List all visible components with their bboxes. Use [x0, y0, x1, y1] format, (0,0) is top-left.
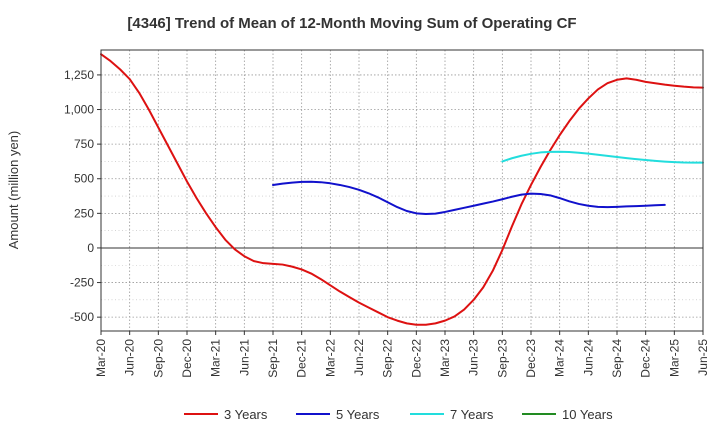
y-tick-label: 500 — [74, 172, 94, 186]
x-tick-label: Dec-22 — [409, 339, 423, 378]
x-tick-label: Jun-24 — [581, 339, 595, 376]
series-line-3-years — [100, 53, 704, 326]
y-tick-label: 0 — [87, 241, 94, 255]
x-tick-label: Jun-20 — [123, 339, 137, 376]
series-line-7-years — [501, 150, 704, 164]
x-tick-label: Mar-20 — [94, 339, 108, 377]
x-tick-label: Mar-21 — [209, 339, 223, 377]
x-tick-label: Dec-21 — [295, 339, 309, 378]
legend-label-3-years: 3 Years — [224, 407, 268, 422]
legend-label-5-years: 5 Years — [336, 407, 380, 422]
x-tick-label: Mar-25 — [667, 339, 681, 377]
legend: 3 Years 5 Years 7 Years 10 Years — [184, 407, 613, 422]
y-tick-label: 250 — [74, 206, 94, 220]
x-tick-label: Mar-22 — [323, 339, 337, 377]
x-axis-ticks: Mar-20 Jun-20 Sep-20 Dec-20 Mar-21 Jun-21 Sep-… — [94, 331, 710, 378]
y-tick-label: 1,000 — [64, 103, 94, 117]
y-axis-ticks: -500 -250 0 250 500 750 1,000 1,250 — [64, 68, 101, 324]
legend-label-10-years: 10 Years — [562, 407, 613, 422]
x-tick-label: Jun-23 — [467, 339, 481, 376]
series-layer — [100, 53, 704, 326]
y-tick-label: -500 — [70, 310, 94, 324]
series-line-5-years — [272, 180, 666, 216]
plot-background — [101, 50, 703, 331]
y-tick-label: -250 — [70, 276, 94, 290]
chart-title: [4346] Trend of Mean of 12-Month Moving … — [127, 15, 576, 32]
x-tick-label: Sep-20 — [151, 339, 165, 378]
x-tick-label: Sep-21 — [266, 339, 280, 378]
legend-label-7-years: 7 Years — [450, 407, 494, 422]
plot-area — [100, 49, 704, 332]
x-tick-label: Mar-24 — [553, 339, 567, 377]
x-tick-label: Dec-20 — [180, 339, 194, 378]
y-tick-label: 1,250 — [64, 68, 94, 82]
x-tick-label: Jun-21 — [237, 339, 251, 376]
y-axis-label: Amount (million yen) — [6, 131, 21, 250]
y-tick-label: 750 — [74, 137, 94, 151]
x-tick-label: Jun-25 — [696, 339, 710, 376]
x-tick-label: Sep-22 — [381, 339, 395, 378]
grid — [101, 50, 703, 331]
x-tick-label: Sep-24 — [610, 339, 624, 378]
x-tick-label: Sep-23 — [495, 339, 509, 378]
x-tick-label: Dec-24 — [639, 339, 653, 378]
x-tick-label: Jun-22 — [352, 339, 366, 376]
x-tick-label: Mar-23 — [438, 339, 452, 377]
x-tick-label: Dec-23 — [524, 339, 538, 378]
plot-border — [100, 49, 704, 332]
